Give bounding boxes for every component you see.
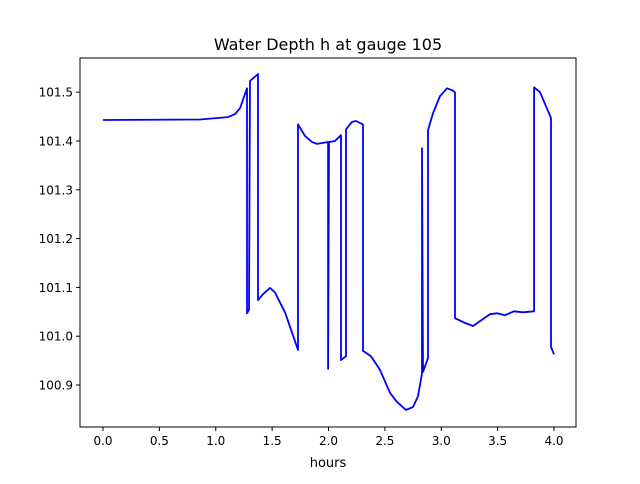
x-tick-label: 1.5 (263, 434, 282, 448)
x-tick-label: 2.5 (375, 434, 394, 448)
y-tick-label: 100.9 (39, 379, 73, 393)
series-line-h (102, 73, 555, 411)
y-tick-label: 101.3 (39, 183, 73, 197)
y-tick-label: 101.5 (39, 86, 73, 100)
y-axis-ticks: 100.9 101.0 101.1 101.2 101.3 101.4 101.5 (39, 86, 80, 393)
y-tick-label: 101.2 (39, 232, 73, 246)
x-axis-ticks: 0.0 0.5 1.0 1.5 2.0 2.5 3.0 3.5 4.0 (93, 427, 564, 448)
x-tick-label: 4.0 (544, 434, 563, 448)
plot-frame (79, 57, 577, 428)
y-tick-label: 101.1 (39, 281, 73, 295)
x-tick-label: 3.0 (432, 434, 451, 448)
x-tick-label: 0.5 (150, 434, 169, 448)
y-tick-label: 101.0 (39, 330, 73, 344)
chart-title: Water Depth h at gauge 105 (214, 35, 442, 54)
x-tick-label: 2.0 (319, 434, 338, 448)
x-axis-label: hours (310, 456, 347, 471)
y-tick-label: 101.4 (39, 134, 73, 148)
x-tick-label: 0.0 (93, 434, 112, 448)
x-tick-label: 3.5 (488, 434, 507, 448)
x-tick-label: 1.0 (206, 434, 225, 448)
